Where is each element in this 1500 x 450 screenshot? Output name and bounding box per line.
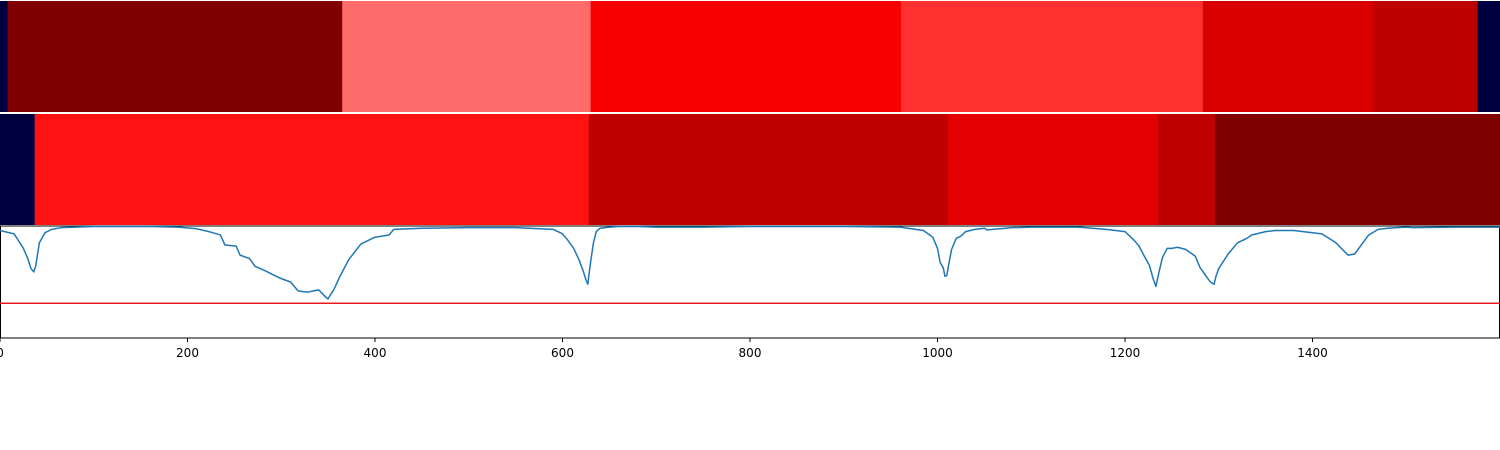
x-tick-label-1200: 1200 (1110, 346, 1141, 360)
segment-row-1 (0, 1, 1500, 112)
segment-row-1-block-3 (342, 1, 592, 112)
line-panel-frame (0, 225, 1500, 339)
segment-row-2-block-4 (947, 114, 1159, 225)
segment-row-1-block-7 (1373, 1, 1478, 112)
segment-row-2-block-3 (588, 114, 949, 225)
series-line (0, 225, 1500, 300)
segment-row-2-block-2 (34, 114, 590, 225)
segment-row-2-block-5 (1157, 114, 1216, 225)
x-tick-label-0: 0 (0, 346, 4, 360)
segment-row-1-block-5 (900, 1, 1204, 112)
segment-row-1-block-4 (590, 1, 902, 112)
segment-row-1-block-2 (7, 1, 343, 112)
segment-row-2 (0, 114, 1500, 225)
segment-row-1-block-8 (1477, 1, 1500, 112)
x-tick-label-400: 400 (364, 346, 387, 360)
x-tick-label-200: 200 (176, 346, 199, 360)
segment-row-1-block-6 (1202, 1, 1374, 112)
x-tick-label-1000: 1000 (922, 346, 953, 360)
segment-row-1-block-1 (0, 1, 8, 112)
x-tick-label-800: 800 (739, 346, 762, 360)
x-tick-label-1400: 1400 (1297, 346, 1328, 360)
x-tick-label-600: 600 (551, 346, 574, 360)
line-panel (0, 225, 1500, 339)
x-axis: 0 200 400 600 800 1000 1200 1400 (0, 338, 1328, 360)
segment-row-2-block-1 (0, 114, 36, 225)
segment-row-2-block-6 (1215, 114, 1500, 225)
